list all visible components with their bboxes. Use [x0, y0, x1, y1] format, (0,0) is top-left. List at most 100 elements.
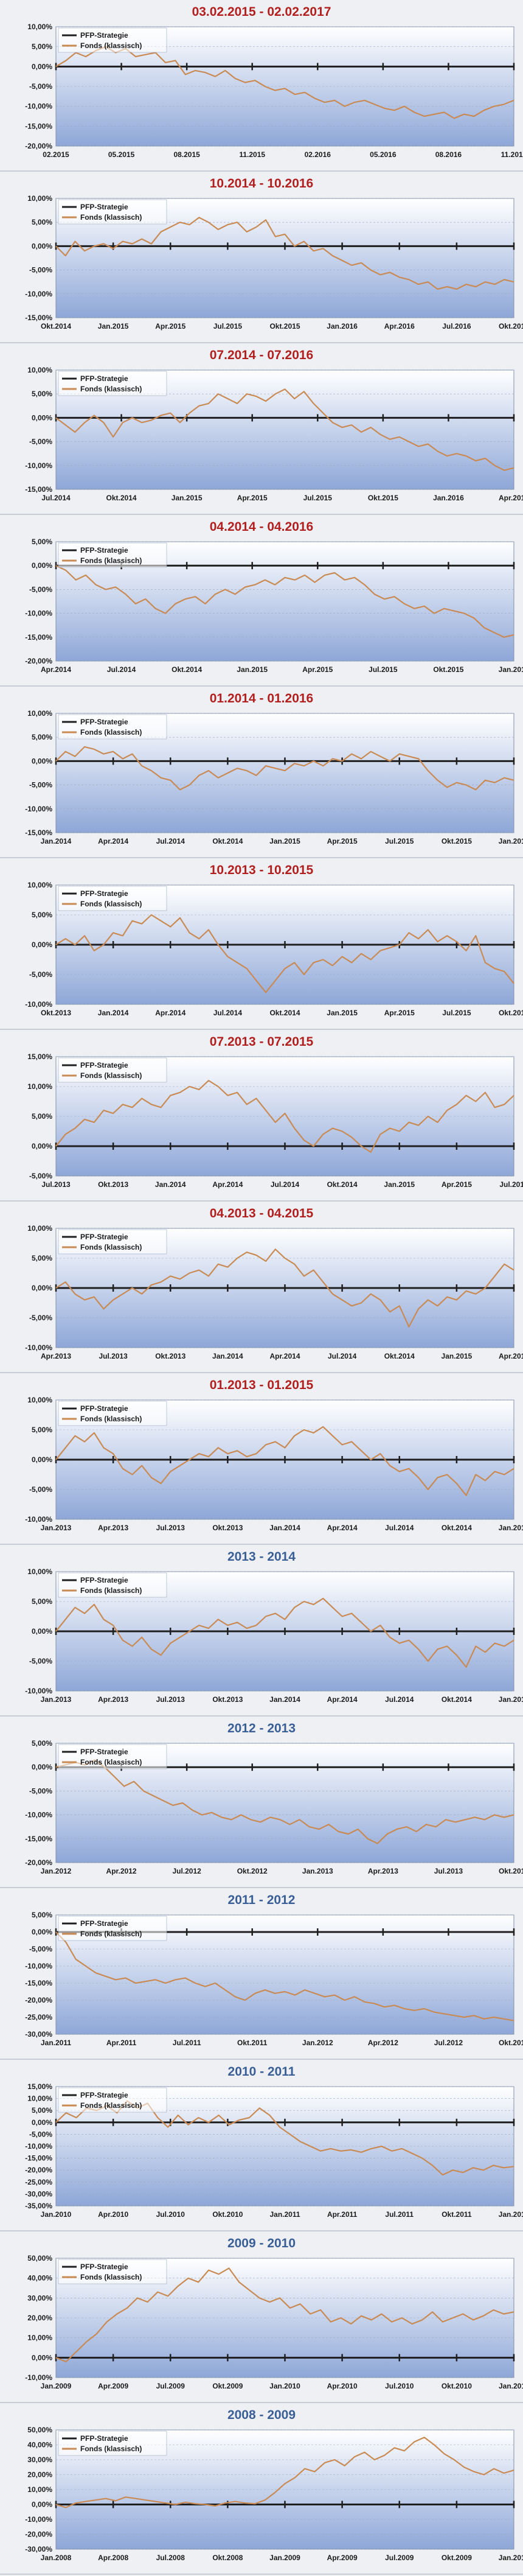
x-tick-label: Okt.2015: [433, 665, 463, 674]
x-tick-label: Jul.2014: [271, 1180, 300, 1189]
x-tick-label: Okt.2008: [212, 2553, 243, 2562]
x-tick-label: Okt.2013: [499, 1867, 523, 1875]
x-tick-label: Jul.2010: [385, 2382, 414, 2390]
chart-panel: 2010 - 2011 15,00% 10,00% 5,00% 0,00% -5,00% -…: [0, 2060, 523, 2231]
x-tick-label: Okt.2010: [442, 2382, 472, 2390]
y-tick-label: -5,00%: [29, 1945, 52, 1953]
legend-label: Fonds (klassisch): [80, 2101, 142, 2110]
fund-series-line: [55, 217, 514, 290]
x-tick-label: Jan.2014: [155, 1180, 186, 1189]
x-tick-label: Jul.2012: [172, 1867, 201, 1875]
x-tick-label: Okt.2015: [499, 1009, 523, 1017]
legend-label: Fonds (klassisch): [80, 41, 142, 50]
x-tick-label: Apr.2015: [327, 837, 358, 845]
x-tick-label: Apr.2013: [98, 1524, 128, 1532]
x-tick-label: Jan.2011: [269, 2210, 300, 2219]
x-tick-label: Okt.2012: [499, 2039, 523, 2047]
x-tick-label: Okt.2013: [98, 1180, 128, 1189]
y-tick-label: -10,00%: [25, 1811, 52, 1819]
x-tick-label: Apr.2013: [98, 1695, 128, 1704]
fund-series-line: [55, 565, 514, 638]
chart-svg: 5,00%0,00%-5,00%-10,00%-15,00%-20,00%Jan…: [25, 1739, 523, 1875]
x-tick-label: Jan.2009: [41, 2382, 72, 2390]
chart-title: 07.2014 - 07.2016: [209, 348, 314, 362]
legend-box: [58, 2087, 167, 2113]
chart-svg: 10,00%5,00%0,00%-5,00%-10,00%-15,00%Okt.…: [25, 194, 523, 331]
x-tick-label: Jan.2010: [499, 2553, 523, 2562]
legend-label: PFP-Strategie: [80, 889, 128, 898]
fund-series-line: [55, 1931, 514, 2021]
y-tick-label: 10,00%: [27, 366, 52, 374]
y-tick-label: 50,00%: [27, 2426, 52, 2434]
y-tick-label: -10,00%: [25, 1515, 52, 1524]
x-tick-label: Jan.2015: [269, 837, 300, 845]
chart-svg: 50,00% 40,00% 30,00% 20,00% 10,00% 0,00% -10,0…: [25, 2426, 523, 2562]
y-tick-label: 5,00%: [32, 2106, 52, 2115]
y-tick-label: -5,00%: [29, 1172, 52, 1180]
y-tick-label: -15,00%: [25, 828, 52, 837]
chart-title: 2010 - 2011: [227, 2065, 296, 2079]
x-tick-label: Apr.2014: [41, 665, 71, 674]
chart-panel: 07.2013 - 07.2015 15,00% 10,00% 5,00% 0,00% -…: [0, 1030, 523, 1202]
legend-box: [58, 886, 167, 911]
x-tick-label: 05.2016: [370, 150, 397, 159]
chart-title: 04.2014 - 04.2016: [209, 520, 314, 534]
chart-panel: 10.2013 - 10.2015 10,00% 5,00% 0,00% -5,00% -…: [0, 858, 523, 1030]
x-tick-label: Jul.2015: [442, 1009, 471, 1017]
x-tick-label: Jan.2015: [442, 1352, 473, 1360]
y-tick-label: -10,00%: [25, 2515, 52, 2524]
y-tick-label: -5,00%: [29, 2130, 52, 2138]
x-tick-label: Jul.2014: [385, 1524, 414, 1532]
y-tick-label: -25,00%: [25, 2013, 52, 2021]
y-tick-label: -5,00%: [29, 781, 52, 789]
y-tick-label: 0,00%: [32, 2118, 52, 2127]
y-tick-label: 5,00%: [32, 537, 52, 546]
y-tick-label: 0,00%: [32, 1627, 52, 1636]
x-tick-label: Apr.2015: [237, 494, 268, 502]
x-tick-label: Apr.2011: [327, 2210, 358, 2219]
legend-label: Fonds (klassisch): [80, 900, 142, 908]
legend-box: [58, 1916, 167, 1941]
x-tick-label: Jul.2014: [213, 1009, 243, 1017]
legend-label: PFP-Strategie: [80, 203, 128, 211]
chart-svg: 15,00% 10,00% 5,00% 0,00% -5,00%Jul.2013 Okt.…: [27, 1052, 523, 1189]
x-tick-label: Jan.2014: [212, 1352, 243, 1360]
x-tick-label: Jan.2012: [499, 2210, 523, 2219]
legend-label: PFP-Strategie: [80, 374, 128, 383]
x-tick-label: Apr.2014: [327, 1695, 358, 1704]
y-tick-label: -10,00%: [25, 1687, 52, 1695]
y-tick-label: -20,00%: [25, 1996, 52, 2004]
chart-svg: 5,00%0,00%-5,00%-10,00%-15,00%-20,00%Apr…: [25, 537, 523, 674]
fund-series-line: [55, 46, 514, 119]
y-tick-label: -5,00%: [29, 266, 52, 275]
x-tick-label: Apr.2015: [384, 1009, 415, 1017]
legend-label: Fonds (klassisch): [80, 385, 142, 393]
legend-box: [58, 542, 167, 568]
x-tick-label: Jul.2009: [385, 2553, 414, 2562]
y-tick-label: -10,00%: [25, 805, 52, 813]
x-tick-label: Apr.2010: [327, 2382, 358, 2390]
y-tick-label: -10,00%: [25, 609, 52, 618]
y-tick-label: 10,00%: [27, 2095, 52, 2103]
legend-label: Fonds (klassisch): [80, 1930, 142, 1938]
legend-box: [58, 1229, 167, 1255]
legend-label: Fonds (klassisch): [80, 1758, 142, 1766]
x-tick-label: Jan.2015: [499, 1524, 523, 1532]
x-tick-label: Jan.2010: [41, 2210, 72, 2219]
x-tick-label: Okt.2013: [41, 1009, 71, 1017]
y-tick-label: 0,00%: [32, 757, 52, 765]
x-tick-label: Apr.2014: [155, 1009, 185, 1017]
chart-panel: 2011 - 2012 5,00% 0,00% -5,00% -10,00% -15,00…: [0, 1888, 523, 2060]
x-tick-label: Jan.2012: [302, 2039, 333, 2047]
legend-label: Fonds (klassisch): [80, 1586, 142, 1595]
x-tick-label: Jan.2015: [237, 665, 268, 674]
chart-panel: 2012 - 2013 5,00% 0,00% -5,00% -10,00% -15,00…: [0, 1717, 523, 1888]
chart-title: 2011 - 2012: [227, 1893, 296, 1907]
y-tick-label: -20,00%: [25, 2166, 52, 2174]
y-tick-label: 10,00%: [27, 1082, 52, 1091]
chart-svg: 10,00%5,00%0,00%-5,00%-10,00%-15,00%Jul.…: [25, 366, 523, 502]
y-tick-label: -35,00%: [25, 2202, 52, 2210]
chart-title: 01.2013 - 01.2015: [209, 1378, 314, 1392]
legend-label: PFP-Strategie: [80, 2091, 128, 2099]
y-tick-label: 30,00%: [27, 2455, 52, 2464]
